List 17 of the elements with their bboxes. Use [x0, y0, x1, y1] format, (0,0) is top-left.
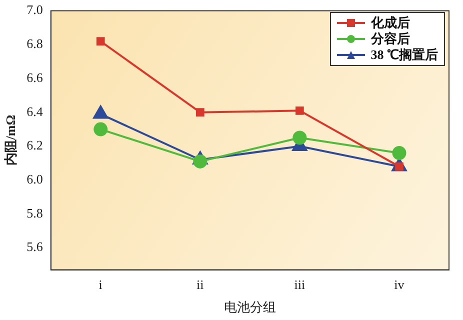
y-tick-label: 6.4	[26, 104, 44, 119]
x-tick-label: ii	[196, 277, 204, 292]
legend-label: 38 ℃搁置后	[370, 47, 438, 63]
y-tick-label: 5.8	[26, 205, 43, 220]
y-axis-title: 内阻/mΩ	[3, 114, 18, 166]
x-axis-title: 电池分组	[224, 300, 276, 315]
x-tick-label: i	[98, 277, 103, 292]
y-tick-label: 6.2	[26, 138, 43, 153]
y-tick-label: 6.6	[26, 70, 44, 85]
legend-label: 分容后	[370, 31, 410, 47]
x-tick-label: iii	[294, 277, 306, 292]
y-tick-label: 5.6	[26, 239, 44, 254]
y-tick-label: 6.0	[26, 172, 43, 187]
x-tick-label: iv	[394, 277, 405, 292]
y-tick-label: 7.0	[26, 2, 43, 18]
y-tick-label: 6.8	[26, 36, 43, 52]
legend-label: 化成后	[370, 15, 410, 31]
